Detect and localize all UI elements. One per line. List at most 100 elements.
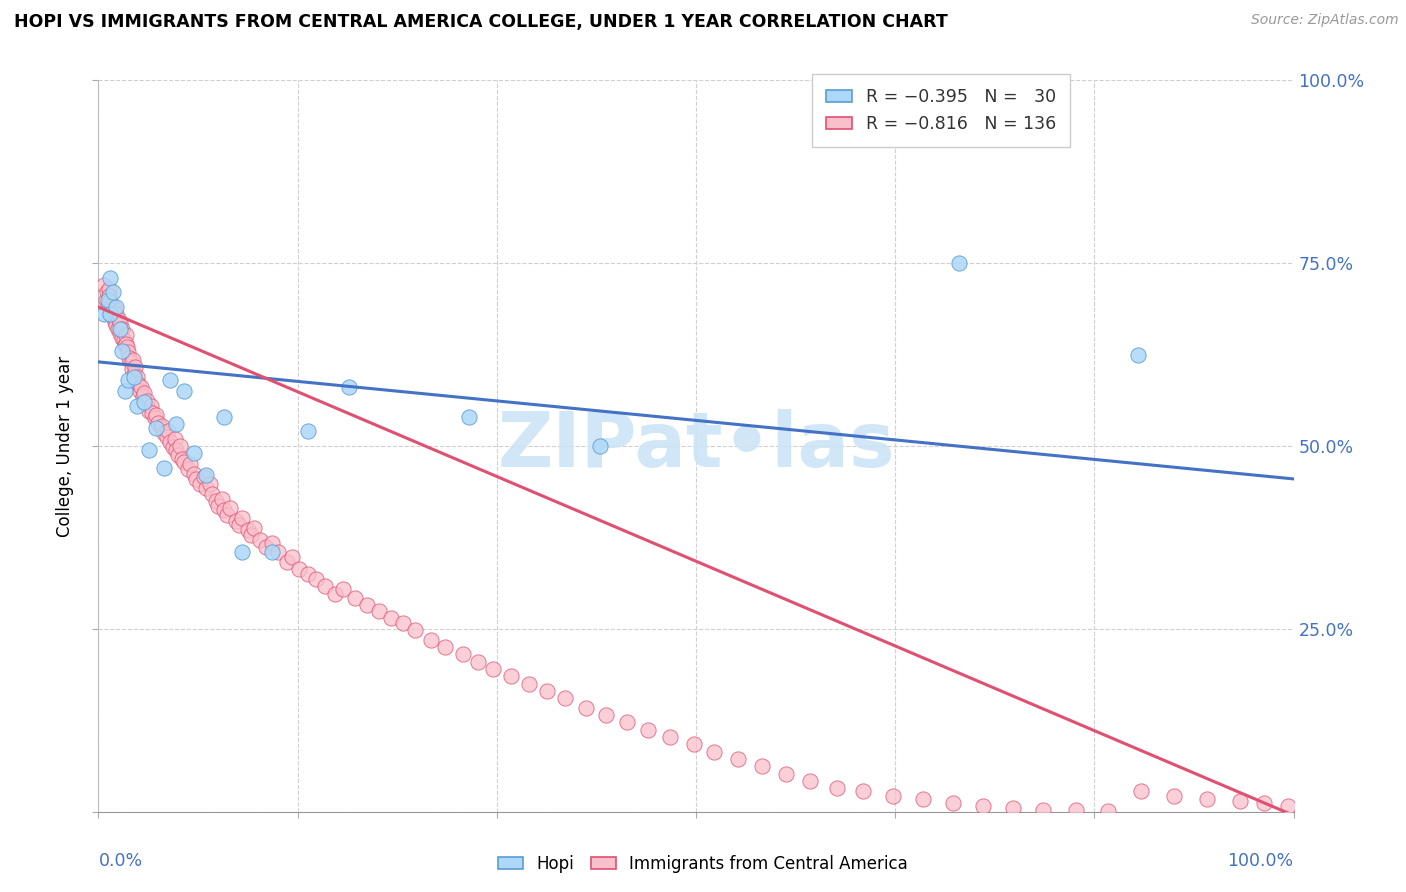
Point bbox=[156, 425, 179, 439]
Point bbox=[212, 503, 235, 517]
Point bbox=[183, 467, 205, 481]
Point bbox=[173, 455, 195, 469]
Point bbox=[616, 715, 638, 730]
Point bbox=[115, 327, 138, 342]
Point bbox=[260, 545, 283, 559]
Point bbox=[165, 442, 187, 457]
Point bbox=[118, 351, 141, 366]
Point bbox=[148, 416, 170, 430]
Point bbox=[288, 562, 311, 576]
Point bbox=[177, 462, 200, 476]
Point bbox=[155, 430, 177, 444]
Point bbox=[195, 482, 218, 496]
Point bbox=[100, 299, 122, 313]
Point bbox=[108, 326, 131, 340]
Point bbox=[254, 540, 277, 554]
Point bbox=[703, 745, 725, 759]
Point bbox=[108, 322, 131, 336]
Point bbox=[114, 384, 136, 399]
Point bbox=[124, 368, 146, 382]
Point bbox=[169, 439, 191, 453]
Point bbox=[173, 384, 195, 399]
Point bbox=[124, 359, 146, 374]
Point bbox=[243, 521, 266, 535]
Point bbox=[153, 425, 176, 440]
Point bbox=[188, 477, 211, 491]
Point bbox=[105, 300, 128, 314]
Point bbox=[138, 404, 160, 418]
Point bbox=[104, 315, 127, 329]
Point bbox=[1128, 347, 1150, 362]
Point bbox=[96, 285, 118, 300]
Point bbox=[97, 296, 120, 310]
Point bbox=[1229, 794, 1251, 808]
Point bbox=[131, 389, 153, 403]
Point bbox=[107, 313, 129, 327]
Point bbox=[467, 655, 489, 669]
Point bbox=[131, 380, 153, 394]
Point bbox=[186, 472, 208, 486]
Point bbox=[207, 499, 229, 513]
Text: 0.0%: 0.0% bbox=[98, 852, 142, 870]
Text: 100.0%: 100.0% bbox=[1227, 852, 1294, 870]
Point bbox=[225, 514, 247, 528]
Point bbox=[332, 582, 354, 596]
Y-axis label: College, Under 1 year: College, Under 1 year bbox=[56, 355, 75, 537]
Point bbox=[305, 572, 328, 586]
Point bbox=[105, 307, 128, 321]
Point bbox=[882, 789, 904, 803]
Point bbox=[942, 796, 965, 810]
Point bbox=[98, 307, 122, 321]
Point bbox=[122, 352, 145, 367]
Point bbox=[101, 285, 124, 300]
Point bbox=[111, 322, 134, 336]
Point bbox=[98, 270, 122, 285]
Point bbox=[103, 301, 125, 316]
Point bbox=[132, 395, 155, 409]
Point bbox=[575, 701, 598, 715]
Point bbox=[159, 373, 181, 387]
Point bbox=[595, 708, 617, 723]
Point bbox=[356, 599, 378, 613]
Point bbox=[163, 432, 186, 446]
Point bbox=[114, 338, 136, 352]
Point bbox=[201, 486, 224, 500]
Point bbox=[98, 282, 121, 296]
Point bbox=[132, 386, 155, 401]
Point bbox=[727, 752, 749, 766]
Point bbox=[368, 603, 391, 617]
Point bbox=[93, 307, 115, 321]
Point bbox=[682, 738, 704, 752]
Point bbox=[1163, 789, 1185, 803]
Point bbox=[554, 691, 576, 706]
Point bbox=[149, 421, 172, 435]
Point bbox=[240, 528, 263, 542]
Point bbox=[153, 461, 176, 475]
Point bbox=[93, 278, 115, 293]
Point bbox=[228, 518, 250, 533]
Point bbox=[911, 791, 934, 805]
Point bbox=[110, 323, 132, 337]
Point bbox=[231, 510, 253, 524]
Legend: Hopi, Immigrants from Central America: Hopi, Immigrants from Central America bbox=[492, 848, 914, 880]
Point bbox=[124, 369, 146, 384]
Text: HOPI VS IMMIGRANTS FROM CENTRAL AMERICA COLLEGE, UNDER 1 YEAR CORRELATION CHART: HOPI VS IMMIGRANTS FROM CENTRAL AMERICA … bbox=[14, 13, 948, 31]
Point bbox=[434, 640, 457, 655]
Point bbox=[101, 303, 124, 318]
Point bbox=[97, 293, 120, 307]
Point bbox=[103, 310, 125, 325]
Point bbox=[948, 256, 970, 270]
Point bbox=[281, 550, 304, 565]
Point bbox=[231, 545, 253, 559]
Point bbox=[179, 457, 201, 471]
Point bbox=[195, 468, 218, 483]
Point bbox=[499, 669, 522, 683]
Point bbox=[98, 289, 121, 303]
Point bbox=[589, 439, 612, 453]
Point bbox=[139, 399, 162, 413]
Point bbox=[481, 662, 505, 676]
Legend: R = −0.395   N =   30, R = −0.816   N = 136: R = −0.395 N = 30, R = −0.816 N = 136 bbox=[811, 74, 1070, 147]
Point bbox=[404, 624, 426, 638]
Point bbox=[117, 373, 139, 387]
Point bbox=[183, 446, 205, 460]
